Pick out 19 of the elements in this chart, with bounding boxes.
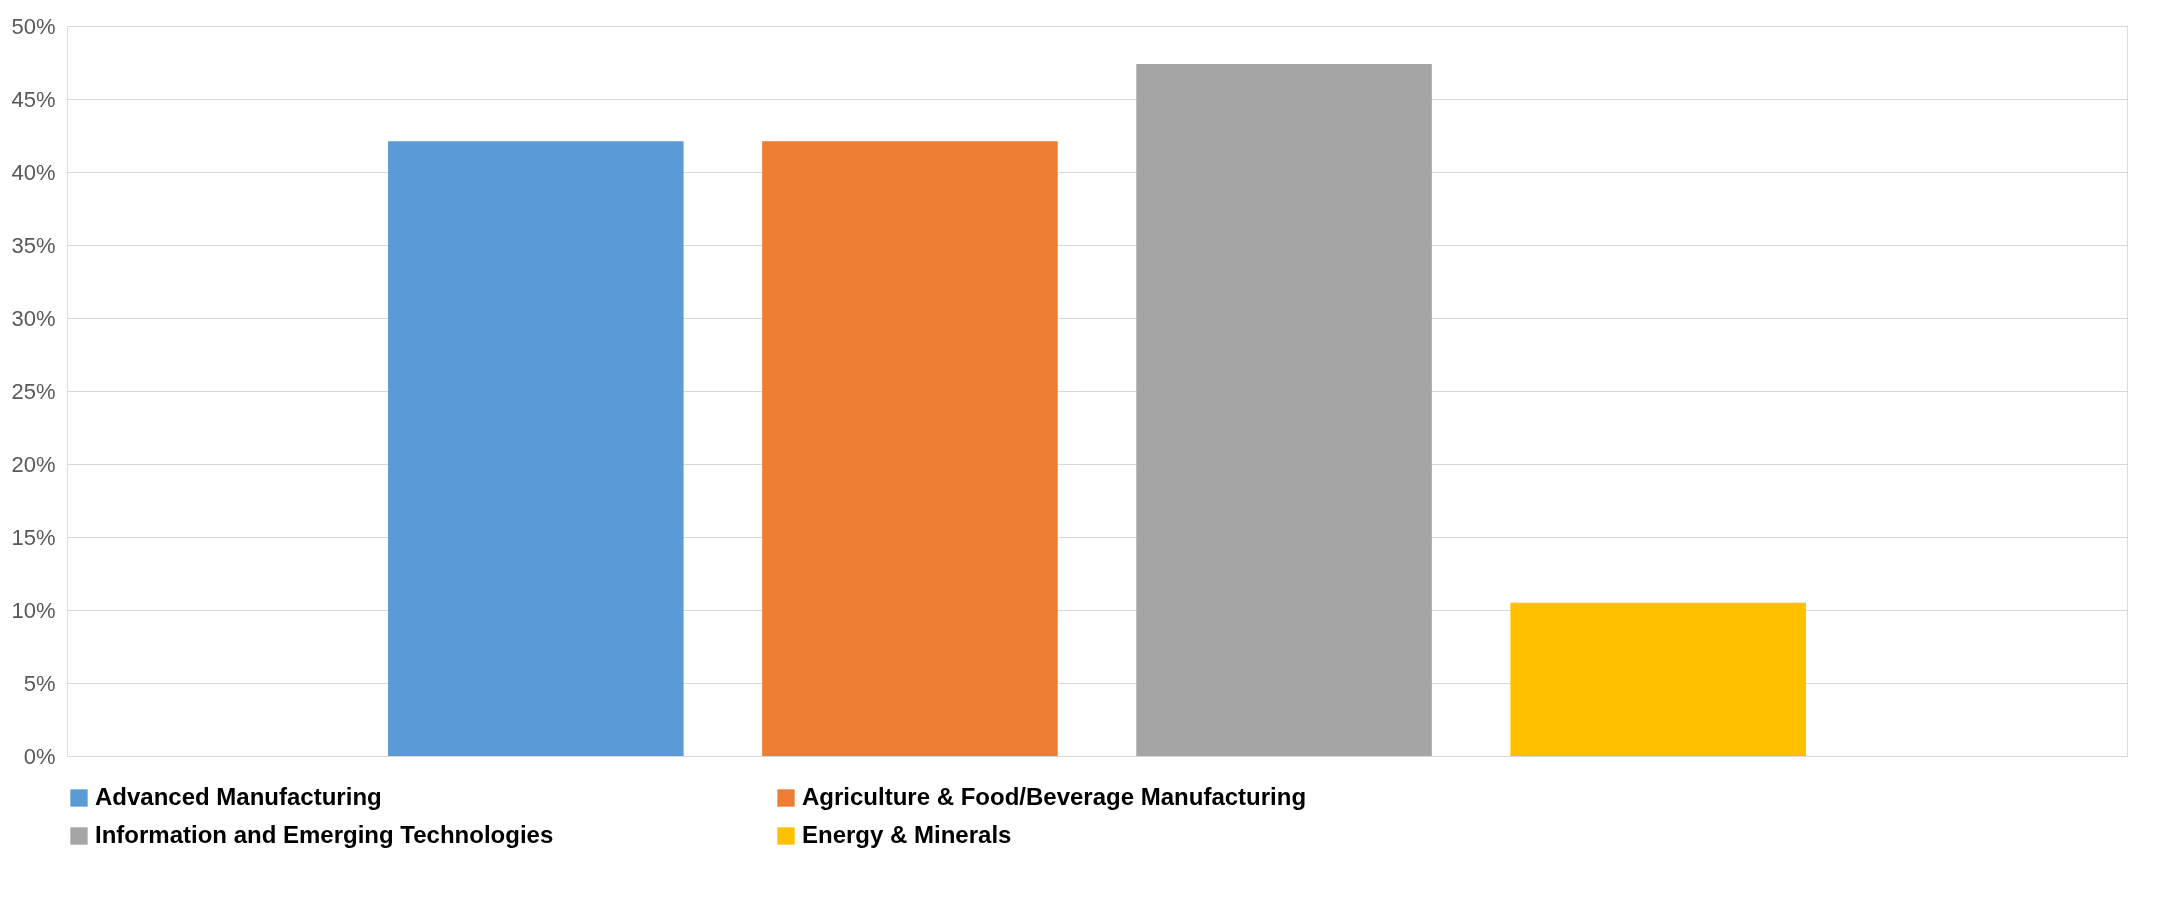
y-tick-label: 20%	[11, 451, 56, 477]
legend-label: Information and Emerging Technologies	[95, 821, 554, 848]
y-tick-label: 45%	[11, 86, 56, 112]
y-tick-label: 40%	[11, 159, 56, 185]
y-tick-label: 30%	[11, 305, 56, 331]
legend-label: Agriculture & Food/Beverage Manufacturing	[802, 783, 1307, 810]
legend-label: Energy & Minerals	[802, 821, 1012, 848]
bar	[1510, 602, 1806, 756]
y-tick-label: 0%	[23, 743, 56, 769]
y-tick-label: 35%	[11, 232, 56, 258]
y-tick-label: 50%	[11, 13, 56, 39]
y-tick-label: 25%	[11, 378, 56, 404]
y-tick-label: 10%	[11, 597, 56, 623]
bar	[1136, 63, 1432, 756]
bar	[388, 141, 684, 756]
y-tick-label: 15%	[11, 524, 56, 550]
legend-label: Advanced Manufacturing	[95, 783, 382, 810]
bar	[762, 141, 1058, 756]
y-tick-label: 5%	[23, 670, 56, 696]
